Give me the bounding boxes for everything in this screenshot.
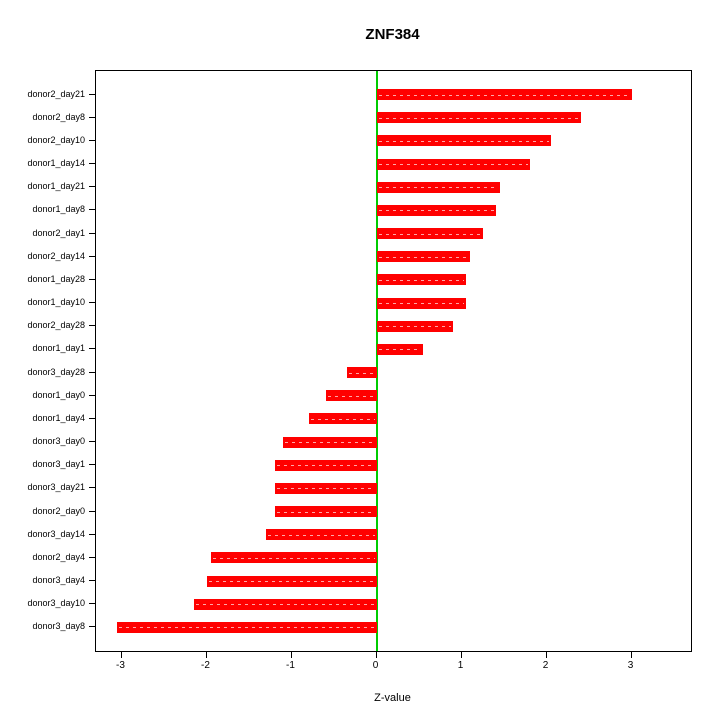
bar-donor1_day8 xyxy=(376,204,496,216)
x-axis-tick-label: 3 xyxy=(627,660,634,671)
y-axis-label-donor2_day0: donor2_day0 xyxy=(32,505,85,516)
y-axis-label-donor3_day28: donor3_day28 xyxy=(27,366,85,377)
y-axis-label-donor1_day1: donor1_day1 xyxy=(32,343,85,354)
y-axis-tick xyxy=(89,371,96,373)
y-axis-label-donor2_day28: donor2_day28 xyxy=(27,320,85,331)
y-axis-tick xyxy=(89,441,96,443)
bar-donor2_day0 xyxy=(274,506,377,518)
x-axis-tick-label: 0 xyxy=(372,660,379,671)
y-axis-label-donor3_day14: donor3_day14 xyxy=(27,528,85,539)
y-axis-tick xyxy=(89,302,96,304)
y-axis-label-donor1_day28: donor1_day28 xyxy=(27,273,85,284)
y-axis-label-donor1_day21: donor1_day21 xyxy=(27,181,85,192)
y-axis-tick xyxy=(89,510,96,512)
plot-area xyxy=(95,70,692,652)
bar-donor3_day14 xyxy=(266,529,377,541)
y-axis-label-donor3_day10: donor3_day10 xyxy=(27,598,85,609)
y-axis-label-donor1_day10: donor1_day10 xyxy=(27,297,85,308)
y-axis-tick xyxy=(89,464,96,466)
bar-donor3_day1 xyxy=(274,459,377,471)
bar-donor2_day1 xyxy=(376,228,483,240)
x-axis-tick xyxy=(205,651,207,658)
x-axis-tick-label: -2 xyxy=(201,660,210,671)
y-axis-label-donor3_day21: donor3_day21 xyxy=(27,482,85,493)
bar-donor2_day10 xyxy=(376,135,551,147)
y-axis-label-donor2_day10: donor2_day10 xyxy=(27,134,85,145)
x-axis-tick xyxy=(375,651,377,658)
x-axis-tick-label: -3 xyxy=(116,660,125,671)
x-axis-tick xyxy=(630,651,632,658)
y-axis-label-donor2_day14: donor2_day14 xyxy=(27,250,85,261)
y-axis-tick xyxy=(89,278,96,280)
bar-donor3_day28 xyxy=(346,367,377,379)
x-axis-tick-label: 2 xyxy=(542,660,549,671)
y-axis-tick xyxy=(89,163,96,165)
x-axis-tick xyxy=(545,651,547,658)
bar-donor1_day21 xyxy=(376,181,500,193)
bar-donor1_day14 xyxy=(376,158,530,170)
x-axis-title: Z-value xyxy=(374,692,411,704)
bar-donor3_day21 xyxy=(274,482,377,494)
bar-donor2_day14 xyxy=(376,251,470,263)
y-axis-tick xyxy=(89,348,96,350)
y-axis-label-donor2_day4: donor2_day4 xyxy=(32,551,85,562)
bar-donor3_day4 xyxy=(206,575,377,587)
x-axis-tick xyxy=(120,651,122,658)
bar-donor1_day28 xyxy=(376,274,466,286)
y-axis-tick xyxy=(89,556,96,558)
bar-donor2_day4 xyxy=(210,552,377,564)
bar-donor1_day0 xyxy=(325,390,377,402)
y-axis-tick xyxy=(89,580,96,582)
y-axis-tick xyxy=(89,533,96,535)
y-axis-tick xyxy=(89,603,96,605)
zero-line xyxy=(375,71,378,651)
y-axis-label-donor1_day8: donor1_day8 xyxy=(32,204,85,215)
x-axis-tick-label: -1 xyxy=(286,660,295,671)
bar-donor3_day0 xyxy=(283,436,377,448)
y-axis-label-donor3_day1: donor3_day1 xyxy=(32,459,85,470)
bar-donor2_day28 xyxy=(376,320,453,332)
bar-donor1_day1 xyxy=(376,343,424,355)
x-axis-tick xyxy=(460,651,462,658)
y-axis-tick xyxy=(89,186,96,188)
y-axis-tick xyxy=(89,116,96,118)
y-axis-tick xyxy=(89,255,96,257)
x-axis-tick xyxy=(290,651,292,658)
y-axis-label-donor3_day8: donor3_day8 xyxy=(32,621,85,632)
y-axis-tick xyxy=(89,232,96,234)
y-axis-tick xyxy=(89,417,96,419)
x-axis-tick-label: 1 xyxy=(457,660,464,671)
y-axis-label-donor1_day14: donor1_day14 xyxy=(27,158,85,169)
y-axis-label-donor2_day8: donor2_day8 xyxy=(32,111,85,122)
y-axis-label-donor3_day0: donor3_day0 xyxy=(32,436,85,447)
y-axis-label-donor2_day21: donor2_day21 xyxy=(27,88,85,99)
bar-donor1_day10 xyxy=(376,297,466,309)
bar-donor2_day8 xyxy=(376,112,581,124)
bar-donor3_day8 xyxy=(117,621,377,633)
y-axis-tick xyxy=(89,626,96,628)
y-axis-label-donor1_day4: donor1_day4 xyxy=(32,412,85,423)
y-axis-label-donor3_day4: donor3_day4 xyxy=(32,575,85,586)
y-axis-label-donor1_day0: donor1_day0 xyxy=(32,389,85,400)
y-axis-tick xyxy=(89,487,96,489)
bar-donor1_day4 xyxy=(308,413,377,425)
y-axis-label-donor2_day1: donor2_day1 xyxy=(32,227,85,238)
y-axis-tick xyxy=(89,394,96,396)
y-axis-tick xyxy=(89,209,96,211)
x-axis: -3 -2 -1 0 1 2 3 xyxy=(95,651,692,691)
bar-donor3_day10 xyxy=(193,598,377,610)
chart-title: ZNF384 xyxy=(365,26,420,43)
y-axis-tick xyxy=(89,93,96,95)
bar-donor2_day21 xyxy=(376,89,632,101)
y-axis-tick xyxy=(89,139,96,141)
y-axis-tick xyxy=(89,325,96,327)
